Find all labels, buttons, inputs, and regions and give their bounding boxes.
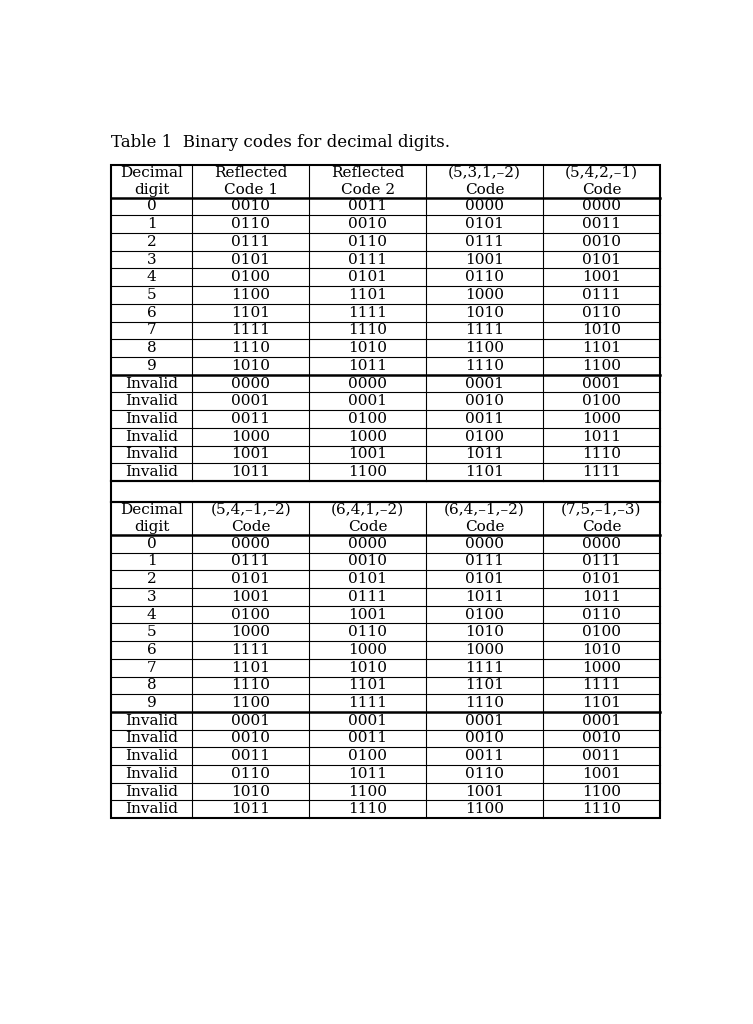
Text: 1101: 1101 (231, 660, 270, 675)
Text: 0111: 0111 (348, 590, 387, 604)
Text: 0: 0 (147, 537, 157, 551)
Text: 8: 8 (147, 678, 157, 692)
Text: 0000: 0000 (582, 537, 621, 551)
Text: Decimal
digit: Decimal digit (120, 166, 183, 197)
Text: 3: 3 (147, 590, 157, 604)
Text: 0010: 0010 (582, 234, 621, 249)
Text: 1011: 1011 (582, 590, 621, 604)
Text: 1000: 1000 (582, 412, 621, 426)
Text: 1110: 1110 (348, 324, 387, 337)
Text: 4: 4 (147, 270, 157, 285)
Text: 7: 7 (147, 324, 157, 337)
Text: 0101: 0101 (465, 217, 504, 231)
Text: Invalid: Invalid (125, 412, 178, 426)
Text: Decimal
digit: Decimal digit (120, 503, 183, 535)
Text: 0011: 0011 (582, 217, 621, 231)
Text: (5,4,–1,–2)
Code: (5,4,–1,–2) Code (210, 503, 291, 535)
Text: 0100: 0100 (465, 607, 504, 622)
Text: 1100: 1100 (231, 696, 270, 710)
Text: 1000: 1000 (582, 660, 621, 675)
Text: 0101: 0101 (231, 572, 270, 586)
Text: 1111: 1111 (465, 324, 504, 337)
Text: Invalid: Invalid (125, 731, 178, 745)
Text: 0010: 0010 (231, 200, 270, 213)
Text: 1001: 1001 (465, 253, 504, 266)
Text: 7: 7 (147, 660, 157, 675)
Text: 0111: 0111 (582, 288, 621, 302)
Text: 1011: 1011 (231, 803, 270, 816)
Text: 1101: 1101 (582, 341, 621, 355)
Text: 0100: 0100 (231, 607, 270, 622)
Text: (5,4,2,–1)
Code: (5,4,2,–1) Code (565, 166, 638, 197)
Text: 0111: 0111 (465, 554, 504, 568)
Text: 1000: 1000 (231, 626, 270, 639)
Text: 1010: 1010 (231, 358, 270, 373)
Text: 0110: 0110 (231, 217, 270, 231)
Text: 1101: 1101 (348, 678, 387, 692)
Text: 0: 0 (147, 200, 157, 213)
Text: 0001: 0001 (348, 394, 387, 409)
Text: 1111: 1111 (231, 643, 270, 657)
Text: 5: 5 (147, 626, 157, 639)
Text: 1000: 1000 (465, 643, 504, 657)
Text: 8: 8 (147, 341, 157, 355)
Text: 0000: 0000 (348, 537, 387, 551)
Text: 6: 6 (147, 306, 157, 319)
Text: 1011: 1011 (231, 465, 270, 479)
Text: 0010: 0010 (348, 217, 387, 231)
Text: (7,5,–1,–3)
Code: (7,5,–1,–3) Code (561, 503, 642, 535)
Text: 0011: 0011 (348, 200, 387, 213)
Text: 1100: 1100 (348, 784, 387, 799)
Text: 0101: 0101 (348, 572, 387, 586)
Text: 0101: 0101 (465, 572, 504, 586)
Text: 1011: 1011 (348, 358, 387, 373)
Text: 1101: 1101 (582, 696, 621, 710)
Text: 0111: 0111 (231, 234, 270, 249)
Text: 1100: 1100 (231, 288, 270, 302)
Text: Invalid: Invalid (125, 784, 178, 799)
Text: 1010: 1010 (465, 626, 504, 639)
Text: 0010: 0010 (348, 554, 387, 568)
Text: (6,4,1,–2)
Code: (6,4,1,–2) Code (331, 503, 404, 535)
Text: 0100: 0100 (582, 626, 621, 639)
Text: 0111: 0111 (465, 234, 504, 249)
Text: 0101: 0101 (231, 253, 270, 266)
Text: 9: 9 (147, 358, 157, 373)
Text: 0101: 0101 (582, 253, 621, 266)
Text: 0110: 0110 (582, 306, 621, 319)
Text: 0101: 0101 (348, 270, 387, 285)
Text: 0100: 0100 (348, 750, 387, 763)
Text: 4: 4 (147, 607, 157, 622)
Text: 1010: 1010 (582, 324, 621, 337)
Text: 1111: 1111 (582, 678, 621, 692)
Text: Reflected
Code 2: Reflected Code 2 (331, 166, 404, 197)
Text: Invalid: Invalid (125, 377, 178, 390)
Text: 1111: 1111 (582, 465, 621, 479)
Text: 1010: 1010 (231, 784, 270, 799)
Text: 0011: 0011 (582, 750, 621, 763)
Text: Table 1  Binary codes for decimal digits.: Table 1 Binary codes for decimal digits. (111, 134, 450, 151)
Text: 0010: 0010 (465, 731, 504, 745)
Text: (6,4,–1,–2)
Code: (6,4,–1,–2) Code (444, 503, 525, 535)
Text: Invalid: Invalid (125, 447, 178, 462)
Text: 0001: 0001 (582, 377, 621, 390)
Text: 1110: 1110 (231, 678, 270, 692)
Text: 1110: 1110 (582, 447, 621, 462)
Text: 1011: 1011 (348, 767, 387, 781)
Text: 0011: 0011 (231, 412, 270, 426)
Text: 1000: 1000 (465, 288, 504, 302)
Text: 1111: 1111 (465, 660, 504, 675)
Text: 0000: 0000 (465, 537, 504, 551)
Text: 0000: 0000 (231, 377, 270, 390)
Text: 0011: 0011 (231, 750, 270, 763)
Text: 1100: 1100 (582, 784, 621, 799)
Text: 1001: 1001 (231, 447, 270, 462)
Text: 1011: 1011 (465, 447, 504, 462)
Text: Invalid: Invalid (125, 803, 178, 816)
Text: 1010: 1010 (465, 306, 504, 319)
Text: 1100: 1100 (465, 803, 504, 816)
Text: Invalid: Invalid (125, 430, 178, 443)
Text: 0000: 0000 (582, 200, 621, 213)
Text: 1001: 1001 (348, 447, 387, 462)
Text: 0100: 0100 (582, 394, 621, 409)
